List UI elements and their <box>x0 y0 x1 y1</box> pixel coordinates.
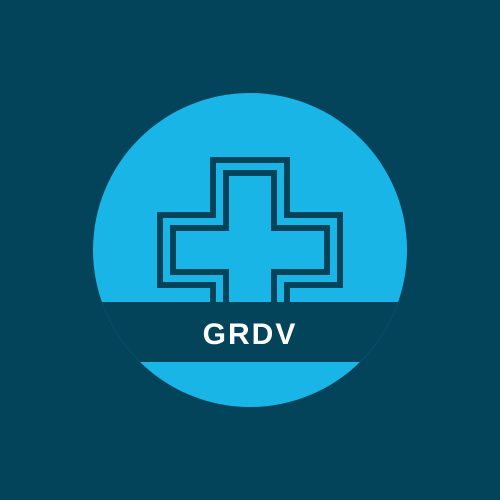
brand-band <box>93 302 407 362</box>
brand-name: GRDV <box>202 318 298 351</box>
medical-cross-icon <box>157 157 343 302</box>
